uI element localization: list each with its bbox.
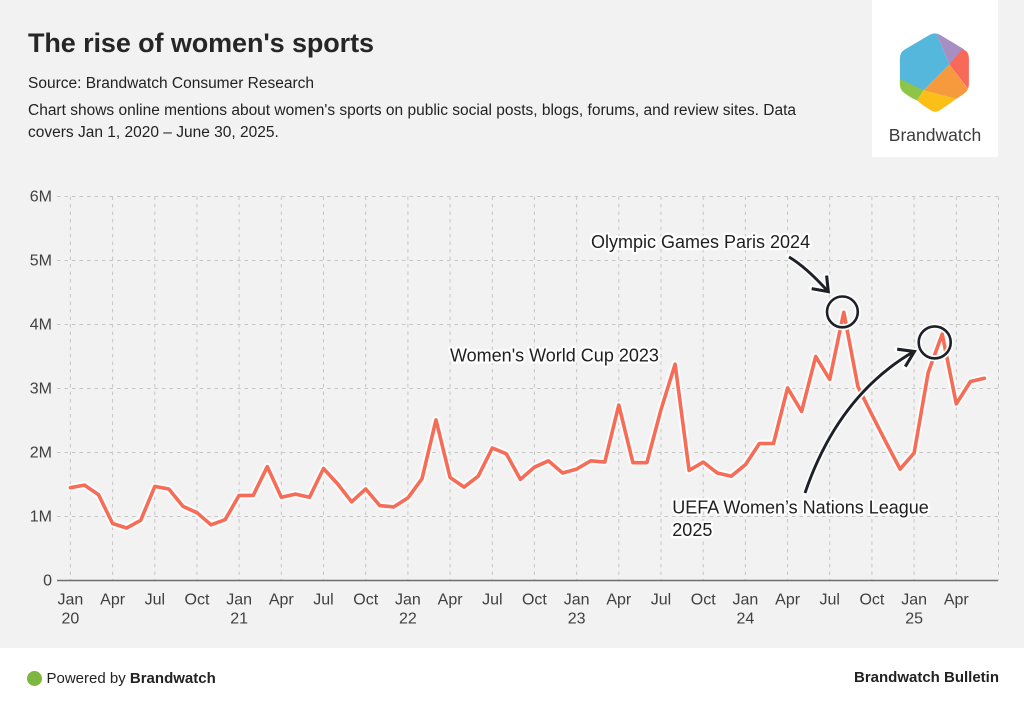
svg-text:Apr: Apr <box>269 592 295 609</box>
svg-text:Apr: Apr <box>100 592 126 609</box>
svg-text:Olympic Games Paris 2024: Olympic Games Paris 2024 <box>591 232 810 252</box>
svg-text:21: 21 <box>230 611 248 628</box>
svg-text:25: 25 <box>905 611 923 628</box>
svg-text:Jul: Jul <box>313 592 333 609</box>
svg-text:2025: 2025 <box>672 520 712 540</box>
svg-text:5M: 5M <box>30 253 52 270</box>
svg-text:UEFA Women’s Nations League: UEFA Women’s Nations League <box>672 498 928 518</box>
svg-text:22: 22 <box>399 611 417 628</box>
svg-text:1M: 1M <box>30 509 52 526</box>
svg-text:0: 0 <box>43 573 52 590</box>
svg-text:Jan: Jan <box>395 592 421 609</box>
svg-text:Oct: Oct <box>185 592 210 609</box>
svg-text:6M: 6M <box>30 189 52 206</box>
svg-text:Women's World Cup 2023: Women's World Cup 2023 <box>450 346 659 366</box>
svg-text:Apr: Apr <box>775 592 801 609</box>
svg-text:Oct: Oct <box>691 592 716 609</box>
svg-text:Jan: Jan <box>733 592 759 609</box>
svg-text:2M: 2M <box>30 445 52 462</box>
svg-text:Jul: Jul <box>819 592 839 609</box>
svg-text:20: 20 <box>62 611 80 628</box>
svg-text:Apr: Apr <box>438 592 464 609</box>
svg-text:3M: 3M <box>30 381 52 398</box>
svg-text:Jan: Jan <box>564 592 590 609</box>
svg-text:Apr: Apr <box>944 592 970 609</box>
svg-text:Jul: Jul <box>145 592 165 609</box>
svg-text:24: 24 <box>737 611 755 628</box>
svg-text:Oct: Oct <box>859 592 884 609</box>
svg-text:Oct: Oct <box>353 592 378 609</box>
svg-text:23: 23 <box>568 611 586 628</box>
svg-text:Jul: Jul <box>482 592 502 609</box>
svg-text:Oct: Oct <box>522 592 547 609</box>
svg-text:Jan: Jan <box>901 592 927 609</box>
svg-text:Jan: Jan <box>226 592 252 609</box>
svg-text:Jan: Jan <box>58 592 84 609</box>
svg-text:Jul: Jul <box>651 592 671 609</box>
svg-text:Apr: Apr <box>606 592 632 609</box>
svg-text:4M: 4M <box>30 317 52 334</box>
